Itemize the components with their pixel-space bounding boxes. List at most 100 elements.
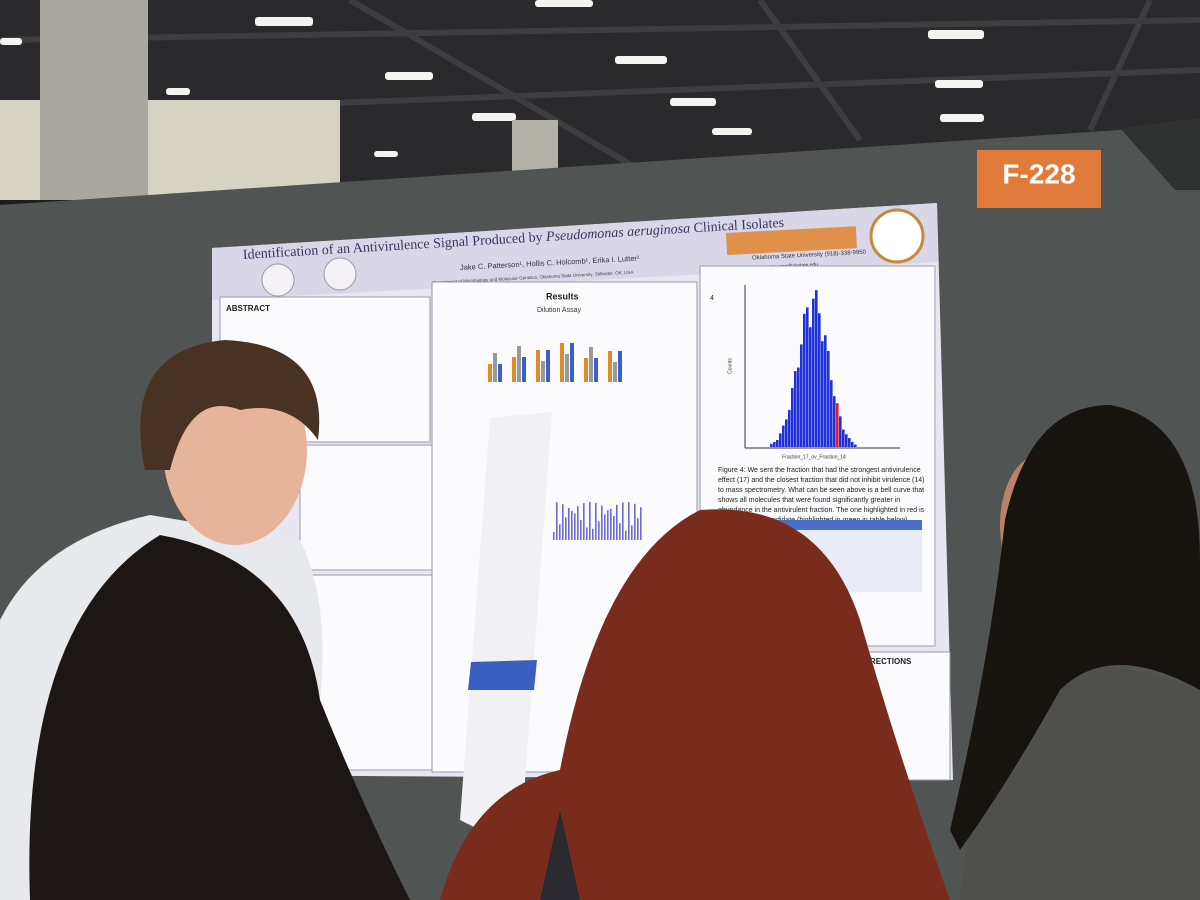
histogram-bar — [800, 344, 803, 447]
university-seal — [869, 208, 925, 264]
intro-panel — [299, 444, 438, 571]
histogram-bar — [842, 429, 845, 447]
histogram-bar — [770, 443, 773, 447]
histogram-bar — [821, 341, 824, 447]
mini-bar — [577, 506, 579, 540]
mini-bar — [628, 502, 630, 540]
mini-bar — [571, 511, 573, 540]
mini-bar — [595, 502, 597, 540]
histogram-bar — [839, 416, 842, 447]
poster-header — [212, 203, 938, 300]
histogram-bar — [785, 419, 788, 447]
histogram-bar — [776, 440, 779, 447]
histogram-bar — [779, 433, 782, 447]
histogram-bar — [815, 290, 818, 447]
mini-bar — [594, 358, 598, 382]
histogram-bar — [812, 298, 815, 447]
histogram-bar — [782, 425, 785, 447]
mini-bar — [570, 343, 574, 382]
dilution-heading: Dilution Assay — [537, 307, 581, 314]
histogram-bar — [845, 434, 848, 447]
mini-bar — [517, 346, 521, 382]
caption-line: shows all molecules that were found sign… — [718, 497, 900, 504]
person-hair — [950, 405, 1200, 850]
mini-bar — [604, 514, 606, 540]
histogram — [770, 290, 857, 447]
mini-bar — [622, 502, 624, 540]
mini-bar — [607, 510, 609, 540]
histogram-bar — [794, 371, 797, 447]
backpack-strap — [540, 810, 580, 900]
mini-bar — [613, 362, 617, 382]
mini-bar — [498, 364, 502, 382]
histogram-bar — [803, 313, 806, 447]
mini-bar — [608, 351, 612, 382]
histogram-bar — [818, 313, 821, 447]
mini-bar — [601, 505, 603, 540]
histogram-bar — [773, 442, 776, 447]
mini-bar — [568, 508, 570, 540]
person-hair — [140, 340, 320, 470]
mini-bar — [631, 525, 633, 540]
mini-bar — [589, 347, 593, 382]
caption-line: to mass spectrometry. What can be seen a… — [718, 487, 924, 494]
mini-bar — [574, 513, 576, 540]
mini-bar — [546, 350, 550, 382]
mini-bar — [598, 521, 600, 540]
booth-sign — [977, 150, 1101, 208]
tube-stripe — [468, 660, 537, 690]
mini-bar — [559, 524, 561, 540]
mini-bar — [565, 517, 567, 540]
histogram-bar — [827, 350, 830, 447]
mini-bar — [560, 343, 564, 382]
booth-number: F-228 — [1002, 158, 1075, 189]
figure4-number: 4 — [710, 295, 714, 302]
poster-contact: Oklahoma State University (918)-338-9950 — [752, 250, 867, 262]
histogram-bar — [797, 367, 800, 447]
mini-bar — [619, 523, 621, 540]
histogram-bar — [824, 335, 827, 447]
mini-bar — [488, 364, 492, 382]
pillar — [40, 0, 148, 200]
histogram-bar — [836, 403, 839, 447]
histogram-bar — [851, 441, 854, 447]
caption-line: effect (17) and the closest fraction tha… — [718, 477, 925, 484]
mini-bar — [522, 357, 526, 382]
mini-bar — [640, 507, 642, 540]
poster-tube — [460, 412, 552, 850]
mini-bar — [589, 502, 591, 540]
mini-bar — [637, 518, 639, 540]
ceiling-lights — [0, 0, 984, 157]
mini-bar — [613, 516, 615, 540]
histogram-bar — [848, 438, 851, 447]
mini-bar — [586, 527, 588, 540]
person-hair — [440, 509, 950, 900]
figure4-x-label: Fraction_17_ov_Fraction_14 — [782, 454, 846, 460]
histogram-bar — [791, 388, 794, 447]
mini-bar — [618, 351, 622, 382]
panel-frame — [1120, 118, 1200, 190]
histogram-bar — [830, 380, 833, 447]
fraction-chart — [553, 502, 642, 540]
person-hair — [29, 535, 410, 900]
mini-bar — [584, 358, 588, 382]
university-logo — [726, 226, 857, 255]
mini-bar — [580, 520, 582, 540]
histogram-bar — [788, 409, 791, 447]
mini-bar — [512, 357, 516, 382]
mini-bar — [541, 361, 545, 382]
mini-bar — [553, 532, 555, 540]
results-heading: Results — [546, 291, 579, 301]
histogram-bar — [833, 396, 836, 447]
mini-bar — [616, 504, 618, 540]
dilution-chart — [488, 343, 622, 382]
mini-bar — [493, 353, 497, 382]
logo — [261, 263, 295, 297]
figure4-y-label: Counts — [727, 358, 733, 374]
histogram-bar — [809, 327, 812, 447]
mini-bar — [592, 528, 594, 540]
mini-bar — [583, 503, 585, 540]
mini-bar — [536, 350, 540, 382]
